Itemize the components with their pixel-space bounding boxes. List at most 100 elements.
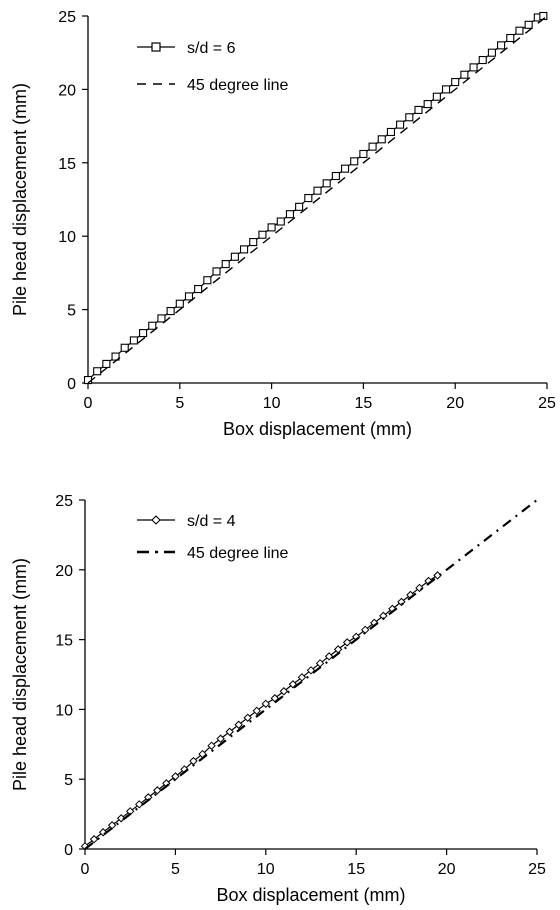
x-tick-label: 0	[84, 395, 93, 412]
data-point	[194, 284, 203, 294]
y-tick-label: 10	[58, 229, 76, 246]
x-tick-label: 5	[175, 395, 184, 412]
data-point	[295, 202, 304, 211]
x-tick-label: 20	[446, 395, 464, 412]
y-tick-label: 0	[67, 376, 76, 393]
x-tick-label: 25	[528, 861, 546, 878]
data-point	[157, 314, 166, 323]
data-point	[216, 734, 225, 743]
legend: s/d = 4 45 degree line	[137, 513, 289, 562]
y-tick-label: 25	[55, 493, 73, 510]
data-point	[261, 699, 271, 709]
series-1	[87, 15, 548, 384]
y-tick-label: 20	[55, 563, 73, 580]
data-point	[212, 267, 221, 276]
y-tick-label: 0	[64, 842, 73, 859]
data-point	[322, 179, 331, 188]
data-point	[377, 135, 386, 144]
data-point	[368, 142, 377, 151]
legend: s/d = 6 45 degree line	[137, 40, 289, 94]
x-axis-title: Box displacement (mm)	[216, 885, 405, 905]
data-point	[249, 238, 258, 247]
legend-label: 45 degree line	[187, 545, 289, 562]
data-point	[225, 727, 234, 736]
data-point	[252, 706, 261, 716]
data-point	[243, 713, 252, 722]
data-point	[423, 100, 432, 109]
legend-marker	[151, 42, 161, 52]
series-0	[83, 11, 548, 385]
data-point	[279, 687, 289, 696]
data-point	[267, 223, 276, 232]
y-tick-label: 25	[58, 9, 76, 26]
chart-top-sd6: 0 5 10 15 20 25 0 5 10 15 20 25 Box displacement (mm…	[10, 9, 556, 439]
y-tick-label: 20	[58, 82, 76, 99]
data-point	[350, 157, 359, 166]
data-point	[515, 26, 524, 35]
data-point	[469, 63, 478, 72]
data-point	[497, 41, 506, 50]
x-tick-label: 10	[257, 861, 275, 878]
data-point	[324, 652, 334, 661]
y-axis-title: Pile head displacement (mm)	[10, 558, 30, 791]
data-point	[340, 164, 350, 173]
y-tick-label: 5	[67, 303, 76, 320]
x-tick-label: 5	[171, 861, 180, 878]
data-point	[342, 638, 352, 647]
data-point	[313, 186, 322, 195]
data-point	[93, 367, 102, 376]
data-point	[460, 70, 469, 79]
series-0	[80, 571, 442, 851]
data-point	[203, 276, 212, 285]
data-point	[184, 292, 194, 301]
data-point	[207, 741, 216, 750]
legend-marker	[151, 515, 161, 525]
x-tick-label: 25	[538, 395, 556, 412]
data-point	[359, 149, 368, 159]
data-point	[414, 105, 423, 115]
x-tick-label: 10	[263, 395, 281, 412]
series-line	[84, 574, 438, 847]
series-line-45deg	[87, 15, 548, 384]
data-point	[148, 321, 157, 330]
data-point	[139, 329, 148, 338]
data-point	[129, 336, 138, 345]
data-point	[524, 20, 533, 29]
data-point	[285, 210, 295, 219]
data-point	[451, 78, 460, 87]
data-point	[396, 120, 405, 129]
data-point	[441, 85, 451, 94]
data-point	[432, 92, 441, 101]
data-point	[506, 33, 515, 43]
data-point	[386, 127, 395, 137]
data-point	[221, 260, 230, 269]
data-point	[120, 343, 129, 352]
data-point	[258, 230, 267, 239]
data-point	[405, 113, 414, 122]
data-point	[478, 55, 487, 65]
y-tick-label: 15	[58, 156, 76, 173]
chart-bottom-sd4: 0 5 10 15 20 25 0 5 10 15 20 25 Box displacement (mm…	[10, 493, 546, 905]
data-point	[234, 720, 243, 729]
data-point	[230, 252, 239, 261]
data-point	[297, 673, 307, 682]
legend-label: 45 degree line	[187, 77, 289, 94]
data-point	[166, 307, 175, 316]
data-point	[331, 171, 340, 181]
x-tick-label: 15	[355, 395, 373, 412]
x-tick-label: 15	[347, 861, 365, 878]
x-tick-label: 20	[438, 861, 456, 878]
data-point	[304, 193, 313, 203]
y-tick-label: 5	[64, 772, 73, 789]
data-point	[276, 217, 285, 226]
data-point	[240, 245, 249, 254]
legend-label: s/d = 6	[187, 40, 236, 57]
y-tick-label: 10	[55, 702, 73, 719]
data-point	[175, 299, 184, 308]
data-point	[116, 814, 126, 823]
data-point	[135, 800, 144, 809]
y-tick-label: 15	[55, 633, 73, 650]
y-axis-title: Pile head displacement (mm)	[10, 83, 30, 316]
data-point	[111, 352, 120, 361]
